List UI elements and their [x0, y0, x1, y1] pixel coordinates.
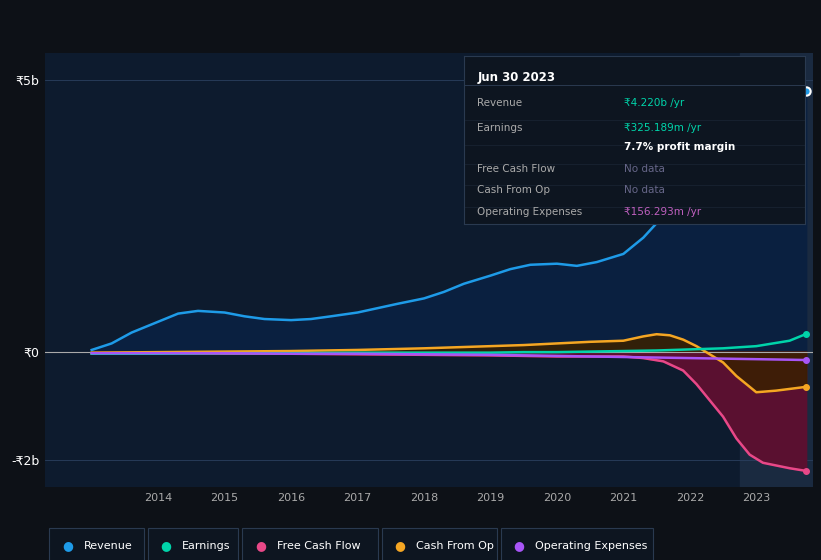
Text: Operating Expenses: Operating Expenses [535, 541, 648, 551]
Text: Free Cash Flow: Free Cash Flow [277, 541, 360, 551]
Text: No data: No data [624, 164, 665, 174]
Text: 7.7% profit margin: 7.7% profit margin [624, 142, 736, 152]
Text: ●: ● [160, 539, 172, 553]
Text: ₹325.189m /yr: ₹325.189m /yr [624, 123, 701, 133]
Text: ●: ● [513, 539, 525, 553]
Text: ●: ● [394, 539, 406, 553]
Text: ●: ● [255, 539, 266, 553]
Text: Free Cash Flow: Free Cash Flow [478, 164, 556, 174]
Text: Jun 30 2023: Jun 30 2023 [478, 71, 556, 84]
Text: ₹156.293m /yr: ₹156.293m /yr [624, 207, 701, 217]
Text: Revenue: Revenue [84, 541, 132, 551]
Text: Cash From Op: Cash From Op [478, 185, 551, 195]
Text: Cash From Op: Cash From Op [416, 541, 494, 551]
Text: Earnings: Earnings [182, 541, 231, 551]
Text: ₹4.220b /yr: ₹4.220b /yr [624, 98, 684, 108]
Text: No data: No data [624, 185, 665, 195]
Text: Earnings: Earnings [478, 123, 523, 133]
Bar [740, 53, 813, 487]
Text: Operating Expenses: Operating Expenses [478, 207, 583, 217]
Text: Revenue: Revenue [478, 98, 523, 108]
Text: ●: ● [62, 539, 73, 553]
